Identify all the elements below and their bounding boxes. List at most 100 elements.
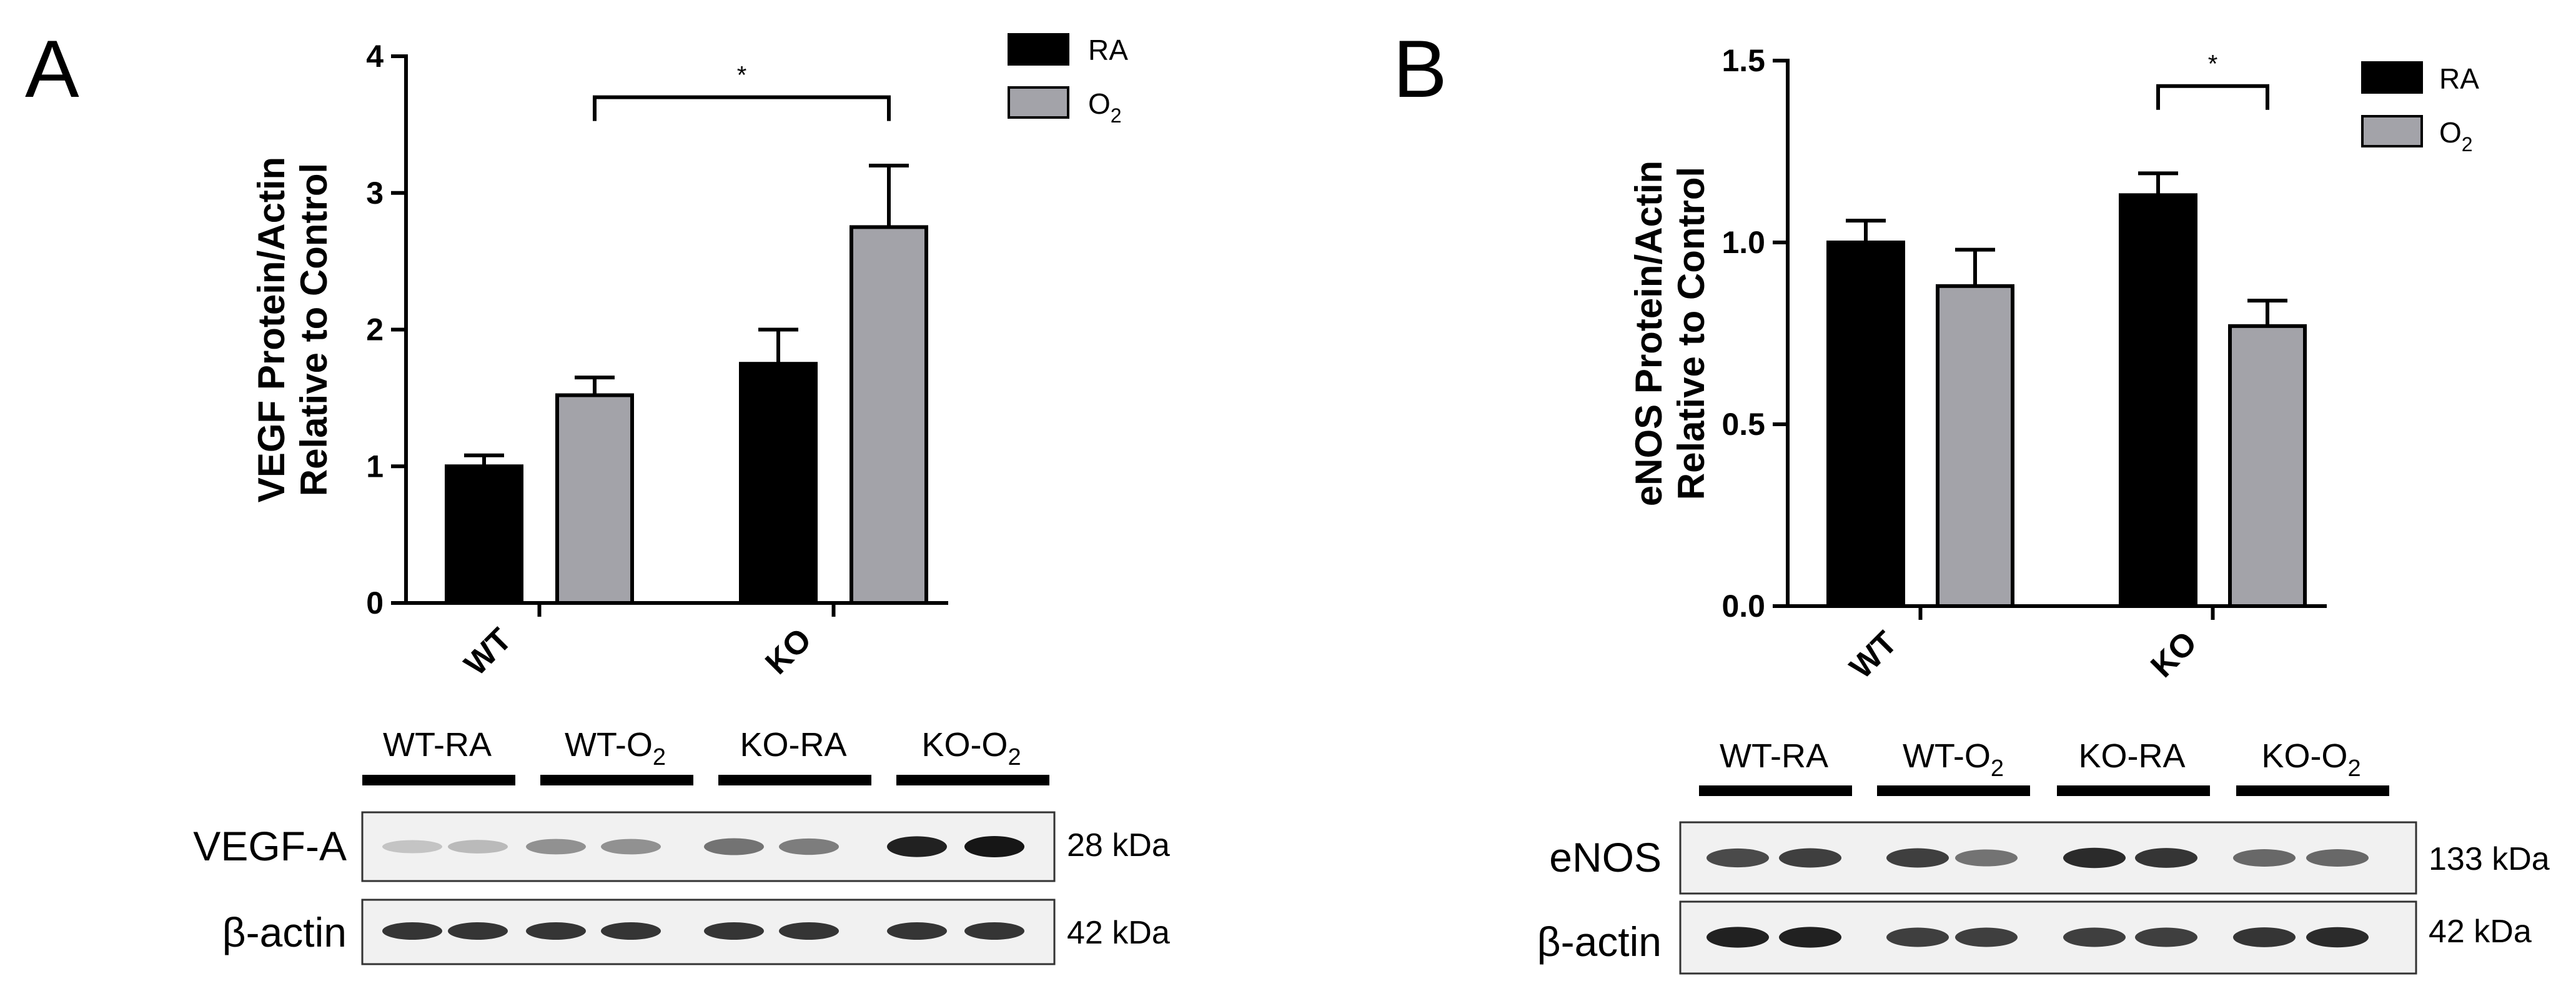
blot-a-row-label-actin: β-actin (222, 909, 347, 955)
blot-band (1886, 848, 1949, 868)
blot-b-lane-label-wt-o2-base: WT-O (1903, 737, 1991, 775)
blot-band (779, 838, 839, 855)
blot-band (779, 922, 839, 940)
blot-band (2063, 847, 2126, 869)
blot-b-lane-label-wt-ra: WT-RA (1720, 737, 1828, 775)
blot-b-kda-actin: 42 kDa (2429, 914, 2532, 950)
bar-ko-ra (739, 362, 818, 605)
western-blot-a: WT-RA WT-O2 KO-RA KO-O2 VEGF-A β-actin 2… (193, 726, 1170, 965)
legend-label-o2: O2 (2439, 116, 2473, 156)
blot-a-lane-label-ko-o2-sub: 2 (1008, 744, 1021, 770)
blot-band (382, 922, 442, 940)
panel-letter-a: A (25, 23, 79, 114)
y-tick-label: 2 (366, 312, 384, 347)
blot-b-lane-bar (2057, 785, 2210, 796)
blot-b-lane-labels: WT-RA WT-O2 KO-RA KO-O2 (1720, 737, 2361, 782)
blot-a-lane-label-wt-o2-sub: 2 (653, 744, 666, 770)
blot-a-lane-label-ko-o2-base: KO-O (921, 726, 1008, 764)
y-tick-label: 3 (366, 176, 384, 211)
blot-a-kda-actin: 42 kDa (1067, 915, 1170, 951)
legend-label-o2-sub: 2 (2462, 133, 2473, 156)
blot-a-lane-label-ko-ra: KO-RA (740, 726, 846, 764)
blot-band (382, 840, 442, 854)
blot-band (2063, 927, 2126, 947)
blot-a-lane-bars (362, 775, 1049, 785)
legend-swatch-o2 (1008, 86, 1069, 119)
blot-b-lane-label-wt-o2-sub: 2 (1991, 755, 2004, 782)
blot-band (448, 840, 508, 854)
blot-band (964, 922, 1024, 940)
y-tick-label: 0 (366, 585, 384, 620)
blot-a-lane-labels: WT-RA WT-O2 KO-RA KO-O2 (383, 726, 1021, 770)
legend-label-ra: RA (1088, 34, 1128, 66)
blot-b-lane-bar (1699, 785, 1852, 796)
y-tick-label: 0.0 (1721, 589, 1765, 624)
blot-band (1886, 927, 1949, 947)
chart-b: 0.0 0.5 1.0 1.5 WT KO eNOS Protein/Actin Relati… (1628, 43, 2327, 686)
legend-label-o2-base: O (1088, 87, 1111, 120)
bar-wt-ra (1826, 241, 1905, 608)
blot-b-lane-label-wt-ra-base: WT-RA (1720, 737, 1828, 775)
blot-b-row-label-actin: β-actin (1537, 919, 1662, 965)
blot-band (1955, 849, 2018, 867)
bar-ko-ra (2119, 193, 2197, 608)
blot-b-row-actin (1679, 900, 2417, 975)
blot-band (1707, 848, 1769, 868)
bar-wt-o2 (1936, 284, 2014, 608)
blot-band (1779, 927, 1841, 948)
legend-swatch-o2 (2361, 115, 2423, 147)
y-tick-label: 0.5 (1721, 407, 1765, 442)
y-tick-label: 1.0 (1721, 225, 1765, 260)
blot-band (2233, 849, 2296, 867)
blot-a-kda-vegfa: 28 kDa (1067, 827, 1170, 864)
blot-band (887, 922, 947, 940)
blot-b-row-enos (1679, 821, 2417, 895)
legend-label-o2: O2 (1088, 87, 1122, 127)
blot-band (2135, 848, 2197, 868)
legend-swatch-ra (2361, 61, 2423, 94)
blot-a-row-vegfa (361, 811, 1056, 882)
blot-band (601, 839, 661, 855)
x-tick-label-ko: KO (758, 621, 818, 681)
blot-a-lane-label-ko-o2: KO-O2 (921, 726, 1021, 770)
blot-b-lane-label-wt-o2: WT-O2 (1903, 737, 2004, 782)
significance-bracket (593, 95, 891, 121)
blot-b-lane-label-ko-o2: KO-O2 (2261, 737, 2361, 782)
blot-band (2306, 849, 2369, 867)
y-axis-label-line-1: eNOS Protein/Actin (1628, 161, 1670, 506)
panel-letter-b: B (1393, 23, 1447, 114)
bar-wt-ra (445, 464, 523, 605)
legend-label-ra: RA (2439, 62, 2479, 95)
blot-a-row-label-vegfa: VEGF-A (193, 823, 347, 869)
blot-band (448, 922, 508, 940)
blot-b-lane-bar (2236, 785, 2389, 796)
significance-bracket (2156, 84, 2269, 110)
blot-a-lane-label-wt-ra: WT-RA (383, 726, 492, 764)
blot-b-lane-label-ko-o2-base: KO-O (2261, 737, 2347, 775)
legend-label-o2-sub: 2 (1111, 104, 1122, 127)
western-blot-b: WT-RA WT-O2 KO-RA KO-O2 eNOS β-actin 133… (1537, 737, 2550, 975)
blot-band (704, 838, 764, 855)
blot-band (704, 922, 764, 940)
blot-b-lane-bars (1699, 785, 2389, 796)
y-axis-label-line-2: Relative to Control (293, 163, 335, 496)
blot-b-kda-enos: 133 kDa (2429, 841, 2550, 877)
blot-band (964, 836, 1024, 857)
blot-band (2233, 927, 2296, 947)
blot-band (2306, 927, 2369, 948)
panel-b: B 0.0 0.5 1.0 1.5 WT KO eNOS Protein/Actin Rela… (1393, 23, 2550, 975)
blot-b-lane-bar (1877, 785, 2030, 796)
bar-ko-o2 (2228, 324, 2307, 608)
significance-mark: * (737, 62, 747, 89)
blot-b-lane-label-ko-o2-sub: 2 (2347, 755, 2361, 782)
y-axis-label-line-2: Relative to Control (1670, 167, 1712, 500)
blot-b-lane-label-ko-ra-base: KO-RA (2078, 737, 2185, 775)
y-axis-label-line-1: VEGF Protein/Actin (250, 157, 292, 502)
bar-ko-o2 (850, 225, 928, 605)
blot-a-row-actin (361, 899, 1056, 965)
blot-a-lane-label-ko-ra-base: KO-RA (740, 726, 846, 764)
blot-band (1779, 848, 1841, 868)
blot-a-lane-label-wt-o2: WT-O2 (565, 726, 666, 770)
y-tick-label: 4 (366, 39, 384, 74)
